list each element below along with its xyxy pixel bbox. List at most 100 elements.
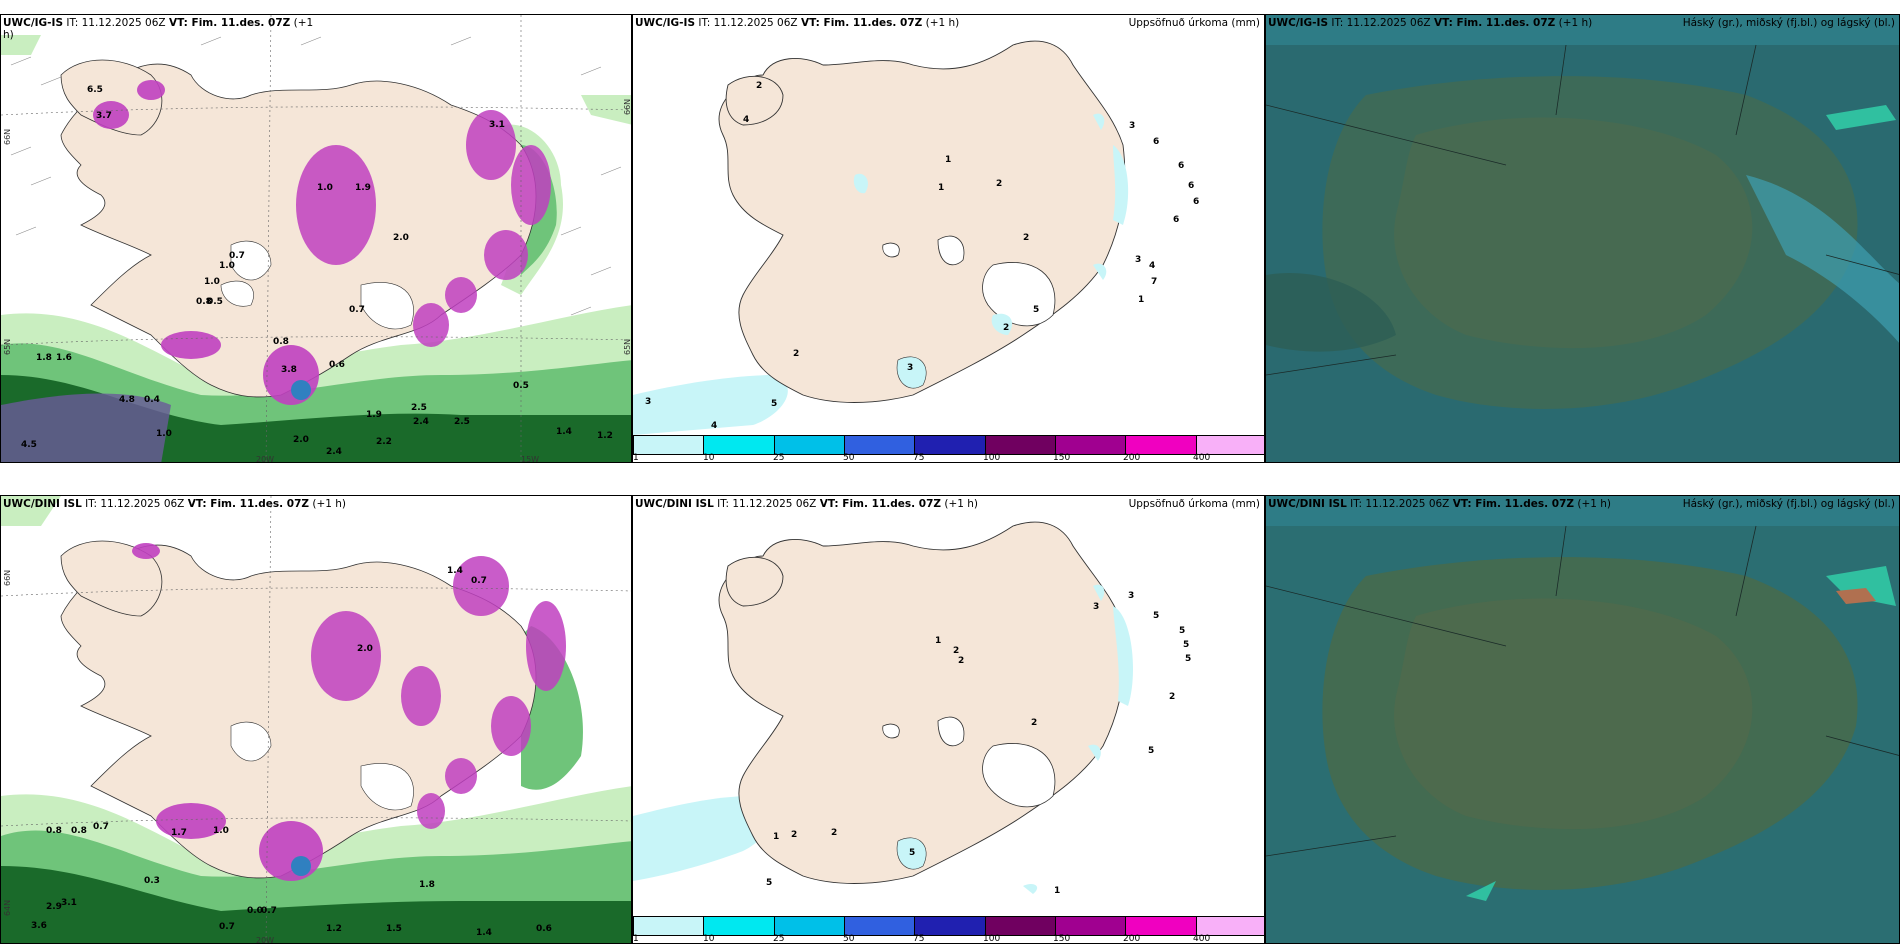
precip-label: 6 — [1188, 181, 1195, 191]
panel-title: UWC/DINI ISL IT: 11.12.2025 06Z VT: Fim.… — [1268, 498, 1611, 510]
lead-time: (+1 h) — [312, 498, 347, 510]
map-subtitle: Háský (gr.), miðský (fj.bl.) og lágský (… — [1682, 17, 1895, 29]
precip-label: 0.8 — [71, 826, 87, 836]
precip-label: 0.6 — [329, 360, 345, 370]
colorbar-label: 75 — [913, 453, 925, 463]
precip-label: 0.7 — [349, 305, 365, 315]
map-panel-top-left: UWC/IG-IS IT: 11.12.2025 06Z VT: Fim. 11… — [0, 14, 632, 463]
precip-label: 1 — [1054, 886, 1061, 896]
colorbar-labels: 1 10 25 50 75 100 150 200 400 — [633, 934, 1264, 944]
precip-label: 1.5 — [386, 924, 402, 934]
colorbar-cell — [703, 917, 774, 935]
precip-label: 1.0 — [204, 277, 220, 287]
precip-label: 7 — [1151, 277, 1158, 287]
precip-label: 3.7 — [96, 111, 112, 121]
map-panel-bottom-mid: UWC/DINI ISL IT: 11.12.2025 06Z VT: Fim.… — [632, 495, 1265, 944]
precip-label: 0.7 — [261, 906, 277, 916]
precip-accum-map — [633, 15, 1264, 462]
map-subtitle: Háský (gr.), miðský (fj.bl.) og lágský (… — [1682, 498, 1895, 510]
map-panel-top-right: UWC/IG-IS IT: 11.12.2025 06Z VT: Fim. 11… — [1265, 14, 1900, 463]
wind-precip-map — [1, 496, 631, 943]
precip-label: 2 — [1031, 718, 1038, 728]
panel-title: UWC/DINI ISL IT: 11.12.2025 06Z VT: Fim.… — [635, 498, 978, 510]
precip-label: 1.0 — [156, 429, 172, 439]
colorbar-label: 10 — [703, 453, 715, 463]
precip-label: 1.8 — [419, 880, 435, 890]
map-panel-bottom-left: UWC/DINI ISL IT: 11.12.2025 06Z VT: Fim.… — [0, 495, 632, 944]
precip-label: 2 — [1023, 233, 1030, 243]
panel-title: UWC/DINI ISL IT: 11.12.2025 06Z VT: Fim.… — [3, 498, 346, 510]
colorbar-label: 25 — [773, 934, 785, 944]
precip-label: 1.6 — [56, 353, 72, 363]
model-name: UWC/IG-IS — [635, 17, 696, 29]
precip-label: 1.0 — [317, 183, 333, 193]
precip-label: 0.8 — [273, 337, 289, 347]
valid-time: VT: Fim. 11.des. 07Z — [1433, 17, 1556, 29]
precip-label: 0.7 — [93, 822, 109, 832]
init-time: IT: 11.12.2025 06Z — [85, 498, 185, 510]
precip-label: 1.4 — [447, 566, 463, 576]
precip-label: 3 — [1093, 602, 1100, 612]
panel-title-lead-line2: h) — [3, 29, 14, 41]
precip-label: 4 — [743, 115, 750, 125]
colorbar-cell — [1195, 917, 1264, 935]
valid-time: VT: Fim. 11.des. 07Z — [800, 17, 923, 29]
precip-label: 0.5 — [513, 381, 529, 391]
model-name: UWC/DINI ISL — [3, 498, 82, 510]
precip-accum-map — [633, 496, 1264, 943]
precip-label: 0.8 — [196, 297, 212, 307]
init-time: IT: 11.12.2025 06Z — [698, 17, 798, 29]
precip-colorbar — [633, 916, 1264, 936]
precip-label: 6 — [1178, 161, 1185, 171]
precip-label: 1.9 — [366, 410, 382, 420]
colorbar-label: 150 — [1053, 453, 1071, 463]
colorbar-label: 75 — [913, 934, 925, 944]
precip-label: 3.1 — [489, 120, 505, 130]
lon-label-20: 20W — [256, 936, 275, 944]
colorbar-label: 50 — [843, 453, 855, 463]
precip-label: 3.8 — [281, 365, 297, 375]
precip-label: 0.7 — [229, 251, 245, 261]
lat-label-66: 66N — [3, 569, 12, 586]
precip-label: 4 — [711, 421, 718, 431]
lead-time: (+1 h) — [1577, 498, 1612, 510]
precip-label: 2 — [831, 828, 838, 838]
colorbar-cell — [1195, 436, 1264, 454]
precip-label: 2 — [1169, 692, 1176, 702]
precip-label: 2.5 — [411, 403, 427, 413]
colorbar-label: 25 — [773, 453, 785, 463]
precip-label: 0.8 — [46, 826, 62, 836]
init-time: IT: 11.12.2025 06Z — [717, 498, 817, 510]
precip-label: 4.5 — [21, 440, 37, 450]
precip-label: 6 — [1153, 137, 1160, 147]
precip-label: 6 — [1193, 197, 1200, 207]
precip-label: 5 — [1148, 746, 1155, 756]
precip-label: 3 — [907, 363, 914, 373]
init-time: IT: 11.12.2025 06Z — [1331, 17, 1431, 29]
colorbar-cell — [703, 436, 774, 454]
precip-label: 5 — [1185, 654, 1192, 664]
precip-label: 1.0 — [213, 826, 229, 836]
colorbar-cell — [984, 917, 1055, 935]
precip-label: 2.5 — [454, 417, 470, 427]
precip-label: 4 — [1149, 261, 1156, 271]
precip-label: 5 — [766, 878, 773, 888]
precip-label: 1 — [938, 183, 945, 193]
map-panel-top-mid: UWC/IG-IS IT: 11.12.2025 06Z VT: Fim. 11… — [632, 14, 1265, 463]
precip-label: 2.0 — [393, 233, 409, 243]
colorbar-label: 200 — [1123, 453, 1141, 463]
precip-label: 3 — [1128, 591, 1135, 601]
precip-label: 1 — [1138, 295, 1145, 305]
precip-label: 2.9 — [46, 902, 62, 912]
colorbar-label: 200 — [1123, 934, 1141, 944]
precip-label: 2 — [996, 179, 1003, 189]
precip-label: 2 — [793, 349, 800, 359]
valid-time: VT: Fim. 11.des. 07Z — [187, 498, 310, 510]
colorbar-label: 400 — [1193, 453, 1211, 463]
lat-label-66-right: 66N — [623, 98, 632, 115]
precip-label: 1.8 — [36, 353, 52, 363]
colorbar-cell — [633, 436, 704, 454]
panel-title: UWC/IG-IS IT: 11.12.2025 06Z VT: Fim. 11… — [635, 17, 959, 29]
precip-label: 2 — [791, 830, 798, 840]
model-name: UWC/DINI ISL — [635, 498, 714, 510]
